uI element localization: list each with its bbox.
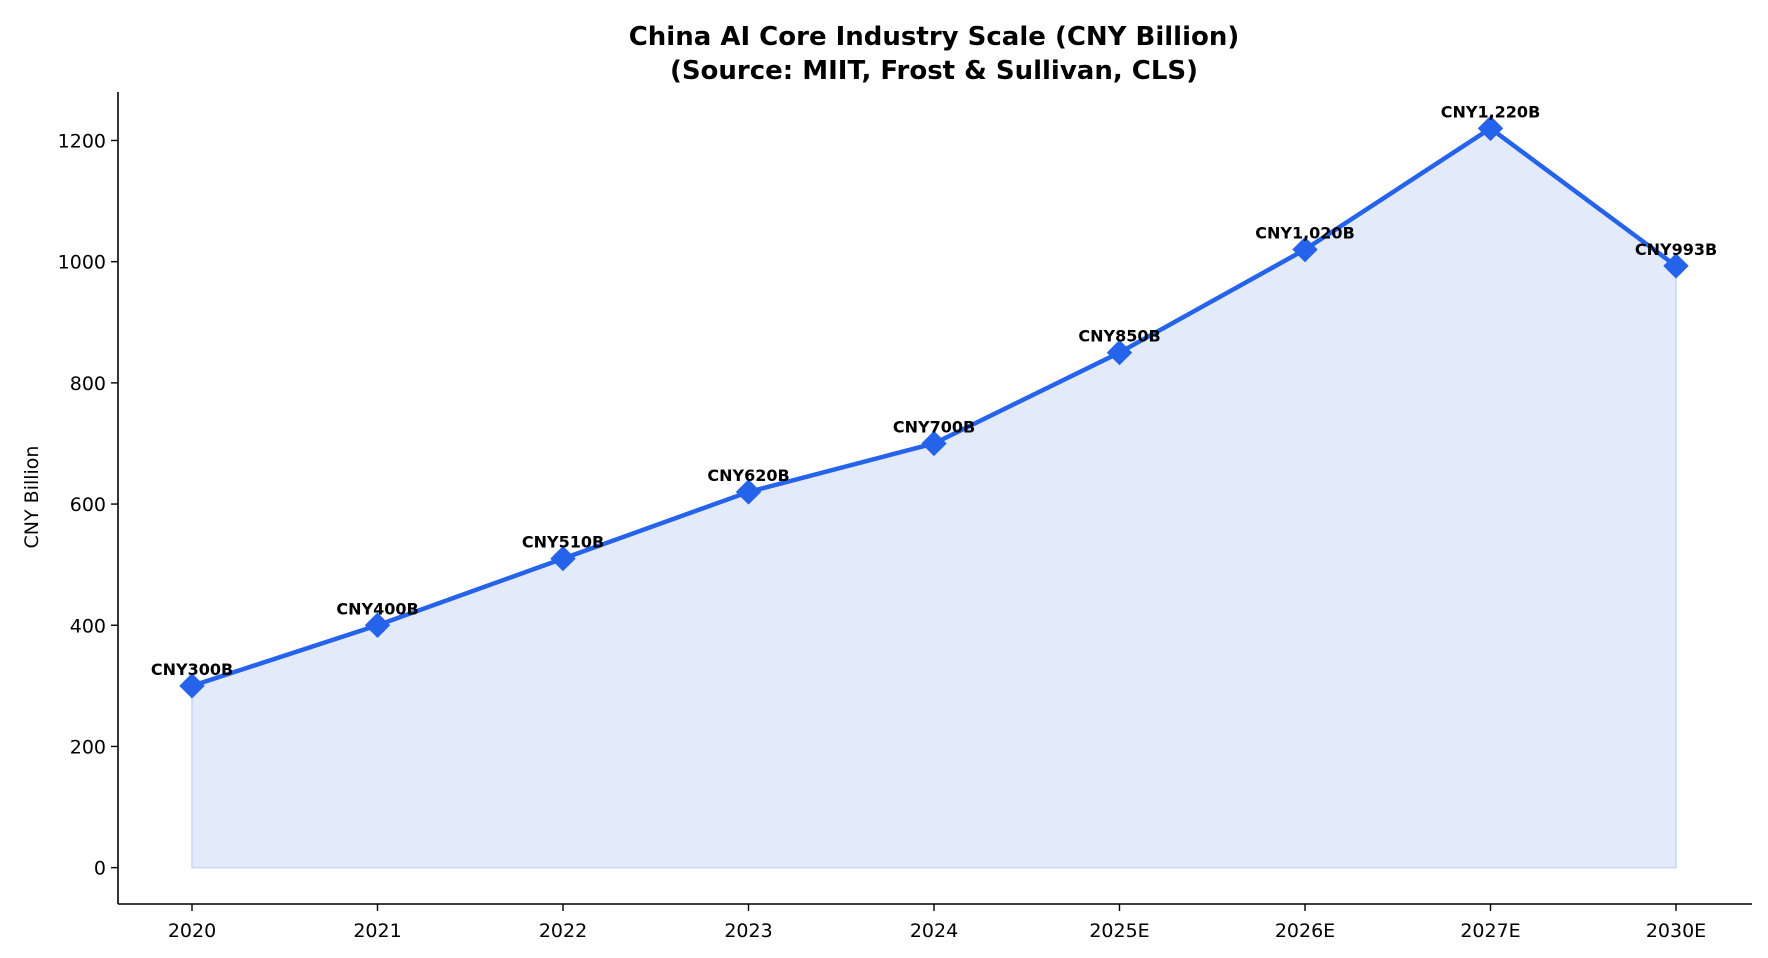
marker-2027E [1477, 115, 1504, 142]
marker-2023 [735, 479, 762, 505]
marker-2024 [921, 430, 947, 457]
y-tick-label-800: 800 [70, 373, 106, 395]
marker-2026E [1292, 236, 1318, 263]
marker-2025E [1106, 339, 1133, 366]
data-label-2030E: CNY993B [1635, 240, 1717, 259]
x-tick-label-2023: 2023 [724, 920, 772, 942]
y-tick-label-1000: 1000 [58, 252, 106, 274]
data-label-2020: CNY300B [151, 660, 233, 679]
y-axis-label: CNY Billion [21, 446, 43, 549]
x-tick-label-2030E: 2030E [1646, 920, 1706, 942]
data-label-2027E: CNY1,220B [1441, 102, 1541, 121]
y-tick-label-1200: 1200 [58, 130, 106, 152]
data-label-2023: CNY620B [707, 466, 789, 485]
marker-2021 [364, 612, 391, 638]
data-label-2026E: CNY1,020B [1255, 224, 1355, 243]
x-tick-label-2022: 2022 [539, 920, 587, 942]
y-tick-label-400: 400 [70, 615, 106, 637]
x-tick-label-2020: 2020 [168, 920, 216, 942]
x-tick-label-2021: 2021 [353, 920, 401, 942]
area-fill [191, 127, 1677, 869]
marker-2030E [1663, 253, 1689, 279]
chart-title: China AI Core Industry Scale (CNY Billio… [629, 22, 1240, 52]
x-tick-label-2025E: 2025E [1089, 920, 1149, 942]
y-tick-label-200: 200 [70, 736, 106, 758]
chart-subtitle: (Source: MIIT, Frost & Sullivan, CLS) [670, 56, 1198, 86]
y-tick-label-600: 600 [70, 494, 106, 516]
x-tick-label-2027E: 2027E [1460, 920, 1520, 942]
data-label-2022: CNY510B [522, 533, 604, 552]
plot-area: 0 200 400 600 800 1000 1200 2020 2021 2022 2023 202… [58, 92, 1752, 942]
data-label-2021: CNY400B [336, 599, 418, 618]
x-tick-label-2026E: 2026E [1275, 920, 1335, 942]
data-label-2024: CNY700B [893, 417, 975, 436]
marker-2020 [179, 673, 205, 699]
marker-2022 [550, 545, 576, 572]
data-label-2025E: CNY850B [1078, 327, 1160, 346]
x-tick-label-2024: 2024 [910, 920, 958, 942]
y-tick-label-0: 0 [94, 858, 106, 880]
